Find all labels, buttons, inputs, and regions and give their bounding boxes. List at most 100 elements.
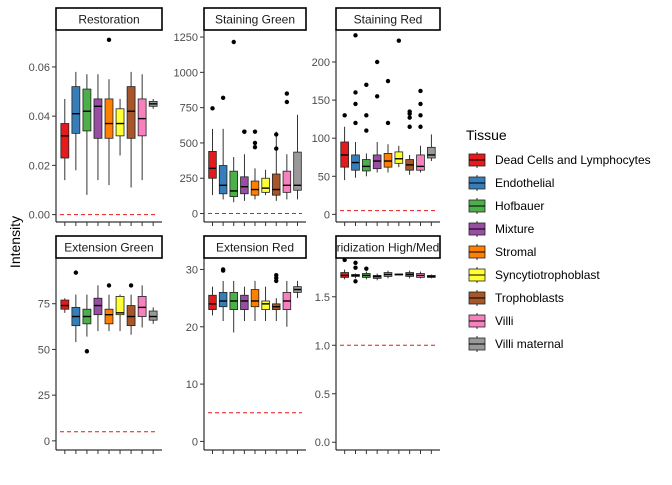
outlier-point — [418, 124, 423, 129]
box-9 — [427, 274, 436, 279]
box-body — [82, 88, 92, 132]
outlier-point — [274, 278, 279, 284]
facet-strip — [335, 235, 441, 259]
y-tick-label: 25 — [38, 390, 50, 402]
y-tick-label: 0.0 — [315, 437, 330, 449]
box-9 — [427, 134, 436, 162]
box-2 — [218, 267, 228, 322]
box-8 — [416, 88, 425, 173]
legend-item: Endothelial — [468, 175, 554, 191]
y-tick-label: 10 — [186, 379, 198, 391]
outlier-point — [252, 140, 258, 146]
y-tick-label: 0.02 — [29, 160, 50, 172]
box-body — [71, 86, 81, 134]
box-1 — [208, 286, 217, 316]
outlier-point — [73, 270, 79, 275]
outlier-point — [353, 265, 358, 270]
box-7 — [126, 71, 136, 188]
box-body — [293, 151, 302, 191]
box-4 — [372, 59, 382, 173]
facet-panel-2: Staining Green 0 250 500 750 1000 1250 — [174, 7, 307, 226]
outlier-point — [210, 106, 215, 111]
box-body — [93, 297, 103, 316]
legend-item: Hofbauer — [468, 198, 544, 214]
y-tick-label: 100 — [312, 133, 330, 145]
legend-label: Stromal — [495, 245, 536, 259]
box-1 — [60, 98, 70, 181]
box-4 — [93, 74, 103, 181]
outlier-point — [252, 144, 258, 150]
box-7 — [272, 272, 281, 322]
box-3 — [82, 294, 92, 354]
facet-panel-5: Extension Red 0 10 20 30 — [186, 235, 307, 454]
outlier-point — [106, 283, 112, 288]
box-body — [126, 86, 136, 139]
facet-strip — [55, 235, 163, 259]
legend-label: Syncytiotrophoblast — [495, 268, 600, 282]
box-body — [126, 305, 136, 327]
facet-strip — [55, 7, 163, 31]
outlier-point — [220, 268, 226, 273]
outlier-point — [342, 113, 347, 118]
box-3 — [229, 280, 238, 333]
outlier-point — [128, 283, 134, 288]
legend-item: Trophoblasts — [468, 290, 564, 306]
box-3 — [362, 82, 371, 177]
outlier-point — [84, 349, 90, 354]
legend: Tissue Dead Cells and Lymphocytes Endothel… — [466, 127, 651, 352]
box-2 — [351, 260, 360, 284]
box-6 — [394, 38, 404, 168]
y-tick-label: 1250 — [174, 32, 198, 44]
box-3 — [82, 74, 92, 195]
outlier-point — [407, 124, 412, 129]
box-1 — [208, 106, 217, 196]
box-body — [362, 159, 371, 172]
legend-label: Trophoblasts — [495, 291, 564, 305]
outlier-point — [418, 88, 423, 94]
box-7 — [126, 283, 136, 335]
box-4 — [240, 129, 249, 201]
box-8 — [137, 285, 147, 328]
legend-item: Villi maternal — [468, 336, 563, 352]
y-tick-label: 750 — [180, 103, 198, 115]
box-body — [383, 153, 393, 168]
y-tick-label: 1.0 — [315, 340, 330, 352]
box-body — [394, 151, 404, 164]
outlier-point — [364, 82, 369, 88]
outlier-point — [353, 101, 358, 107]
y-tick-label: 200 — [312, 57, 330, 69]
facet-title: Staining Green — [215, 13, 295, 27]
box-body — [60, 299, 70, 310]
box-3 — [362, 266, 371, 280]
y-tick-label: 0 — [44, 436, 50, 448]
box-body — [372, 154, 382, 170]
box-body — [250, 180, 260, 196]
box-4 — [240, 286, 249, 322]
outlier-point — [274, 132, 279, 137]
legend-label: Villi — [495, 314, 513, 328]
y-tick-label: 50 — [38, 344, 50, 356]
outlier-point — [274, 146, 279, 151]
y-tick-label: 500 — [180, 138, 198, 150]
outlier-point — [418, 101, 423, 107]
box-body — [104, 98, 114, 139]
box-5 — [250, 129, 260, 200]
outlier-point — [374, 94, 380, 99]
legend-label: Hofbauer — [495, 199, 544, 213]
legend-label: Villi maternal — [495, 337, 563, 351]
legend-item: Dead Cells and Lymphocytes — [468, 152, 651, 168]
facet-panel-4: Extension Green 0 25 50 75 — [38, 235, 163, 454]
outlier-point — [242, 129, 247, 134]
box-3 — [229, 39, 238, 203]
y-tick-label: 250 — [180, 173, 198, 185]
box-2 — [351, 33, 360, 178]
box-5 — [250, 280, 260, 322]
y-tick-label: 0 — [192, 209, 198, 221]
box-9 — [293, 114, 302, 200]
facet-title: Restoration — [78, 13, 139, 27]
y-tick-label: 50 — [318, 171, 330, 183]
box-body — [115, 295, 125, 316]
box-8 — [137, 74, 147, 181]
